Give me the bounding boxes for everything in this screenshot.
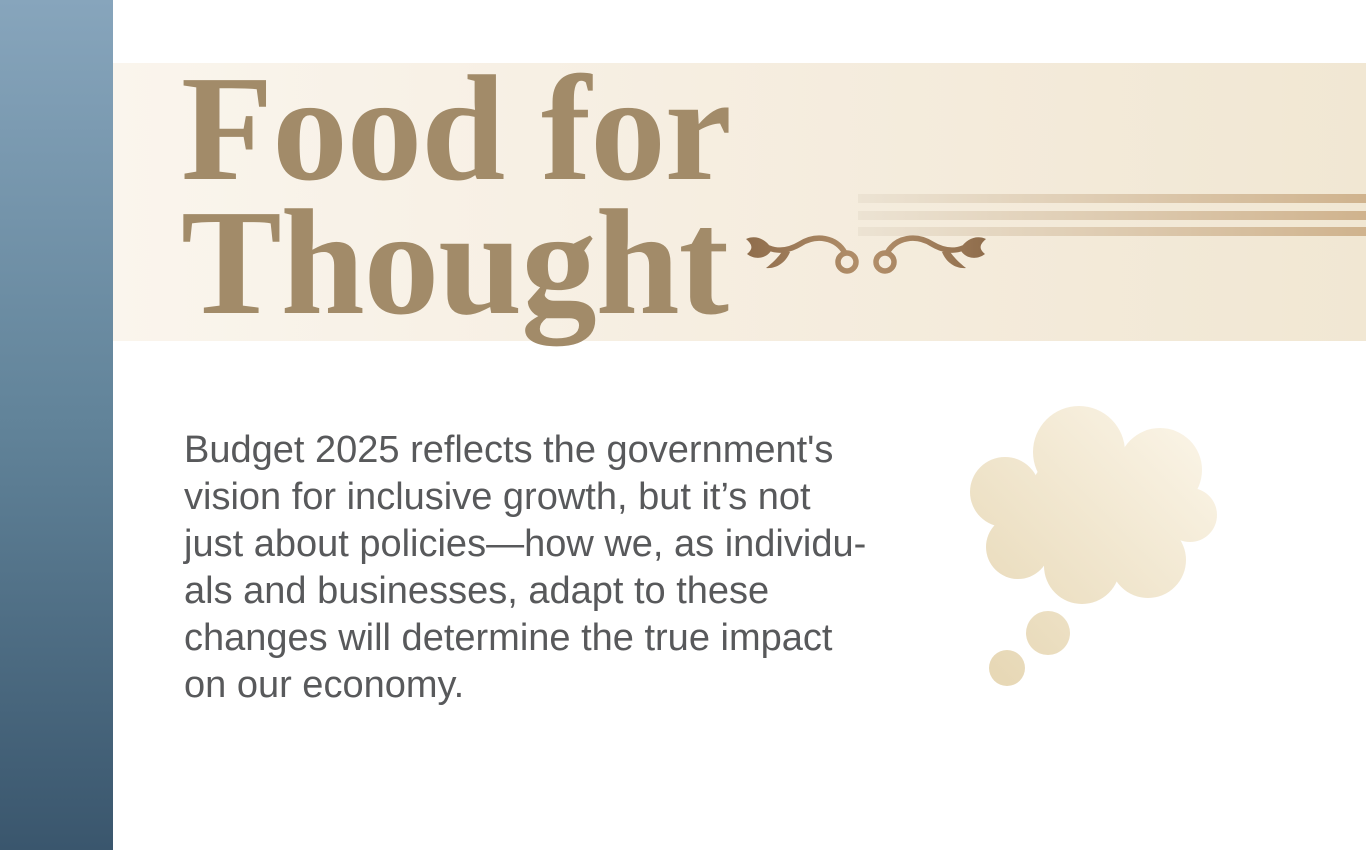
page-title: Food for Thought xyxy=(181,53,732,338)
flourish-ornament-icon xyxy=(746,235,986,274)
sidebar-accent-bar xyxy=(0,0,113,850)
decorative-rule-2 xyxy=(858,211,1366,220)
decorative-rule-1 xyxy=(858,194,1366,203)
title-line-1: Food for xyxy=(181,44,732,212)
decorative-rule-3 xyxy=(858,227,1366,236)
title-banner xyxy=(113,63,1366,341)
thought-bubble-icon xyxy=(970,406,1217,686)
title-line-2: Thought xyxy=(181,178,729,346)
body-paragraph: Budget 2025 reflects the government's vi… xyxy=(184,429,867,706)
